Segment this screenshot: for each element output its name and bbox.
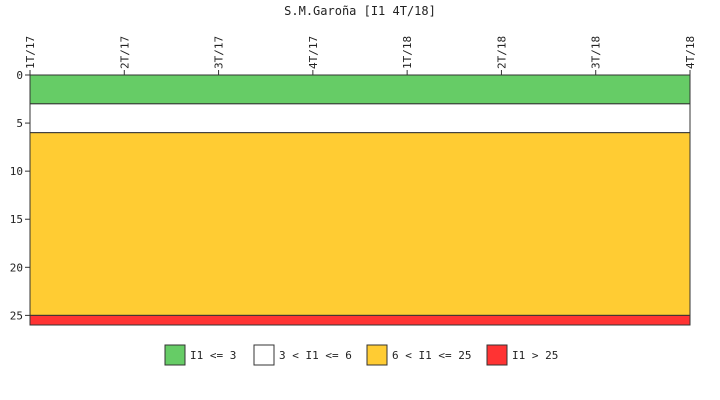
legend-label: I1 <= 3 bbox=[190, 349, 236, 362]
y-tick-label: 20 bbox=[10, 261, 23, 274]
x-axis: 1T/17 2T/17 3T/17 4T/17 1T/18 2T/18 3T/18 4T/18 bbox=[24, 36, 697, 75]
x-tick-label: 2T/17 bbox=[118, 36, 131, 69]
y-tick-label: 25 bbox=[10, 309, 23, 322]
band-2 bbox=[29, 132, 691, 316]
legend-swatch bbox=[366, 344, 388, 366]
legend-item-1: 3 < I1 <= 6 bbox=[253, 344, 352, 366]
legend-item-3: I1 > 25 bbox=[486, 344, 558, 366]
legend-swatch bbox=[164, 344, 186, 366]
legend-item-2: 6 < I1 <= 25 bbox=[366, 344, 471, 366]
x-tick-label: 1T/17 bbox=[24, 36, 37, 69]
y-tick-label: 0 bbox=[16, 69, 23, 82]
x-tick-label: 3T/17 bbox=[213, 36, 226, 69]
legend-item-0: I1 <= 3 bbox=[164, 344, 236, 366]
x-tick-label: 4T/18 bbox=[684, 36, 697, 69]
band-1 bbox=[29, 103, 691, 134]
bands bbox=[29, 74, 691, 326]
y-tick-label: 5 bbox=[16, 117, 23, 130]
x-tick-label: 2T/18 bbox=[495, 36, 508, 69]
legend-label: 3 < I1 <= 6 bbox=[279, 349, 352, 362]
legend-swatch bbox=[486, 344, 508, 366]
x-tick-label: 4T/17 bbox=[307, 36, 320, 69]
plot-frame bbox=[29, 74, 691, 326]
chart-title: S.M.Garoña [I1 4T/18] bbox=[284, 4, 436, 18]
legend-label: I1 > 25 bbox=[512, 349, 558, 362]
legend: I1 <= 3 3 < I1 <= 6 6 < I1 <= 25 I1 > 25 bbox=[164, 344, 558, 366]
x-tick-label: 3T/18 bbox=[590, 36, 603, 69]
x-tick-label: 1T/18 bbox=[401, 36, 414, 69]
y-tick-label: 15 bbox=[10, 213, 23, 226]
y-tick-label: 10 bbox=[10, 165, 23, 178]
y-axis: 0 5 10 15 20 25 bbox=[10, 69, 30, 322]
band-3 bbox=[29, 314, 691, 326]
legend-label: 6 < I1 <= 25 bbox=[392, 349, 471, 362]
band-0 bbox=[29, 74, 691, 105]
legend-swatch bbox=[253, 344, 275, 366]
